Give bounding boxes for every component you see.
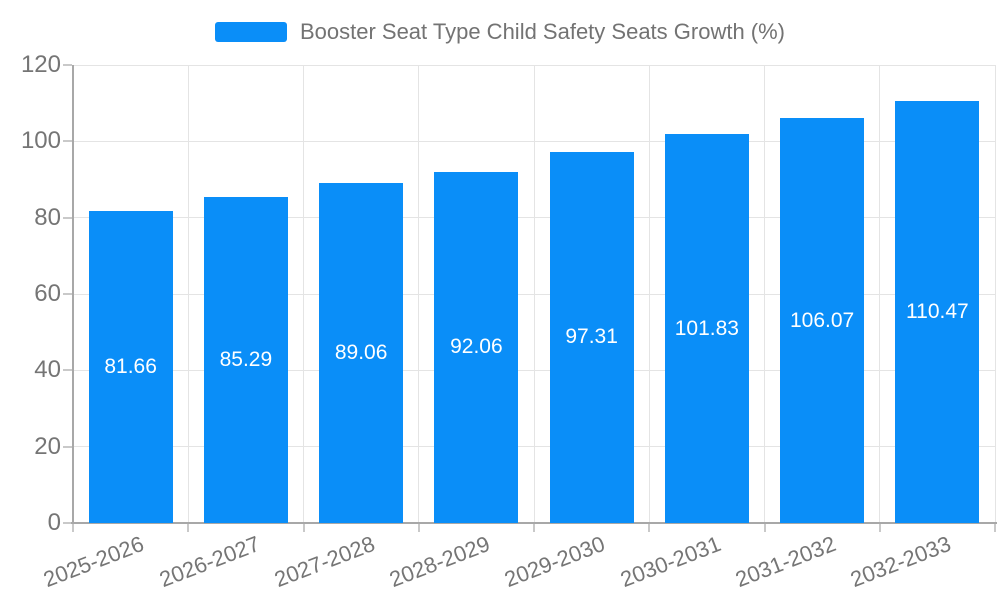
bar-value-label: 97.31 [565,325,618,349]
x-axis-tick-label: 2032-2033 [847,531,955,593]
x-axis-tick [763,523,766,532]
gridline-vertical [533,65,535,523]
y-axis-tick-label: 60 [34,280,61,307]
gridline-vertical [648,65,650,523]
y-axis-tick [63,216,72,219]
x-axis-tick-label: 2027-2028 [270,531,379,593]
x-axis-tick-label: 2028-2029 [386,531,494,593]
x-axis-tick [417,523,420,532]
y-axis-tick [63,140,72,143]
y-axis-tick [63,369,72,372]
y-axis-tick [63,445,72,448]
y-axis-tick-label: 120 [20,51,61,78]
bar[interactable] [549,151,634,523]
x-axis-tick [302,523,305,532]
bar-value-label: 92.06 [450,335,503,359]
bar-value-label: 89.06 [334,341,388,365]
x-axis-tick-label: 2025-2026 [40,531,148,593]
bar-value-label: 101.83 [674,316,739,340]
legend-label: Booster Seat Type Child Safety Seats Gro… [299,19,786,44]
bar[interactable] [319,183,404,523]
x-axis-tick-label: 2030-2031 [616,531,724,593]
gridline-vertical [187,65,189,523]
legend-item[interactable]: Booster Seat Type Child Safety Seats Gro… [0,19,1000,44]
x-axis-tick [72,523,74,532]
x-axis-tick-label: 2031-2032 [731,531,840,593]
x-axis-tick [533,523,535,532]
y-axis-tick-label: 0 [47,509,61,536]
y-axis-tick [63,522,72,524]
gridline-vertical [418,65,420,523]
bar[interactable] [664,134,749,523]
bar-value-label: 110.47 [906,300,969,324]
x-axis-tick-label: 2026-2027 [155,531,263,593]
y-axis-tick [63,293,72,295]
x-axis-tick [648,523,651,532]
y-axis-tick [63,64,72,66]
plot-area: 0 20 40 60 80 100 120 81.66 2025-2026 85.29 2026-2… [21,51,997,592]
bar-value-label: 85.29 [219,348,273,372]
y-axis-tick-label: 100 [20,127,61,155]
y-axis-line [72,65,74,523]
gridline-vertical [879,65,881,523]
y-axis-tick-label: 20 [34,432,61,460]
x-axis-tick [187,523,190,532]
bar[interactable] [780,118,865,523]
gridline-vertical [994,65,996,523]
bar[interactable] [434,171,519,523]
x-axis-tick [994,523,996,532]
gridline-vertical [303,65,304,523]
gridline-vertical [764,65,765,523]
bar[interactable] [203,197,288,523]
bar-value-label: 106.07 [790,308,855,332]
x-axis-line [71,522,997,524]
bar-value-label: 81.66 [104,355,157,379]
x-axis-tick-label: 2029-2030 [501,531,609,593]
x-axis-tick [878,523,881,532]
bar[interactable] [895,101,980,523]
legend-swatch [214,22,287,42]
y-axis-tick-label: 80 [34,203,61,231]
y-axis-tick-label: 40 [34,356,61,384]
bar[interactable] [88,211,173,523]
